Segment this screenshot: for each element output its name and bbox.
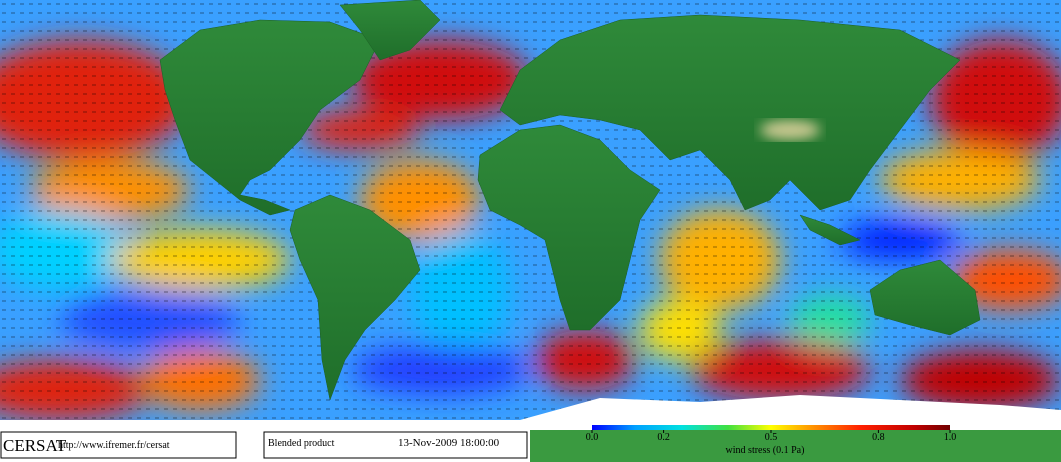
timestamp: 13-Nov-2009 18:00:00: [398, 437, 500, 449]
brand-box: [0, 431, 237, 459]
colorbar-tick-label: 1.0: [944, 432, 957, 443]
colorbar: [592, 425, 950, 430]
colorbar-tick-label: 0.0: [586, 432, 599, 443]
colorbar-label: wind stress (0.1 Pa): [726, 445, 805, 456]
land-strip: [530, 430, 1061, 462]
colorbar-tick-label: 0.8: [872, 432, 885, 443]
land: [159, 0, 981, 401]
ocean-field: [0, 0, 1061, 420]
colorbar-ticks: 0.0 0.2 0.5 0.8 1.0: [586, 430, 957, 443]
product: Blended product: [268, 438, 335, 449]
colorbar-tick-label: 0.2: [657, 432, 670, 443]
url: http://www.ifremer.fr/cersat: [58, 440, 170, 451]
info-box: [263, 431, 528, 459]
colorbar-tick-label: 0.5: [765, 432, 778, 443]
brand: CERSAT: [3, 436, 67, 455]
plateau: [760, 120, 820, 140]
antarctica: [520, 395, 1061, 420]
